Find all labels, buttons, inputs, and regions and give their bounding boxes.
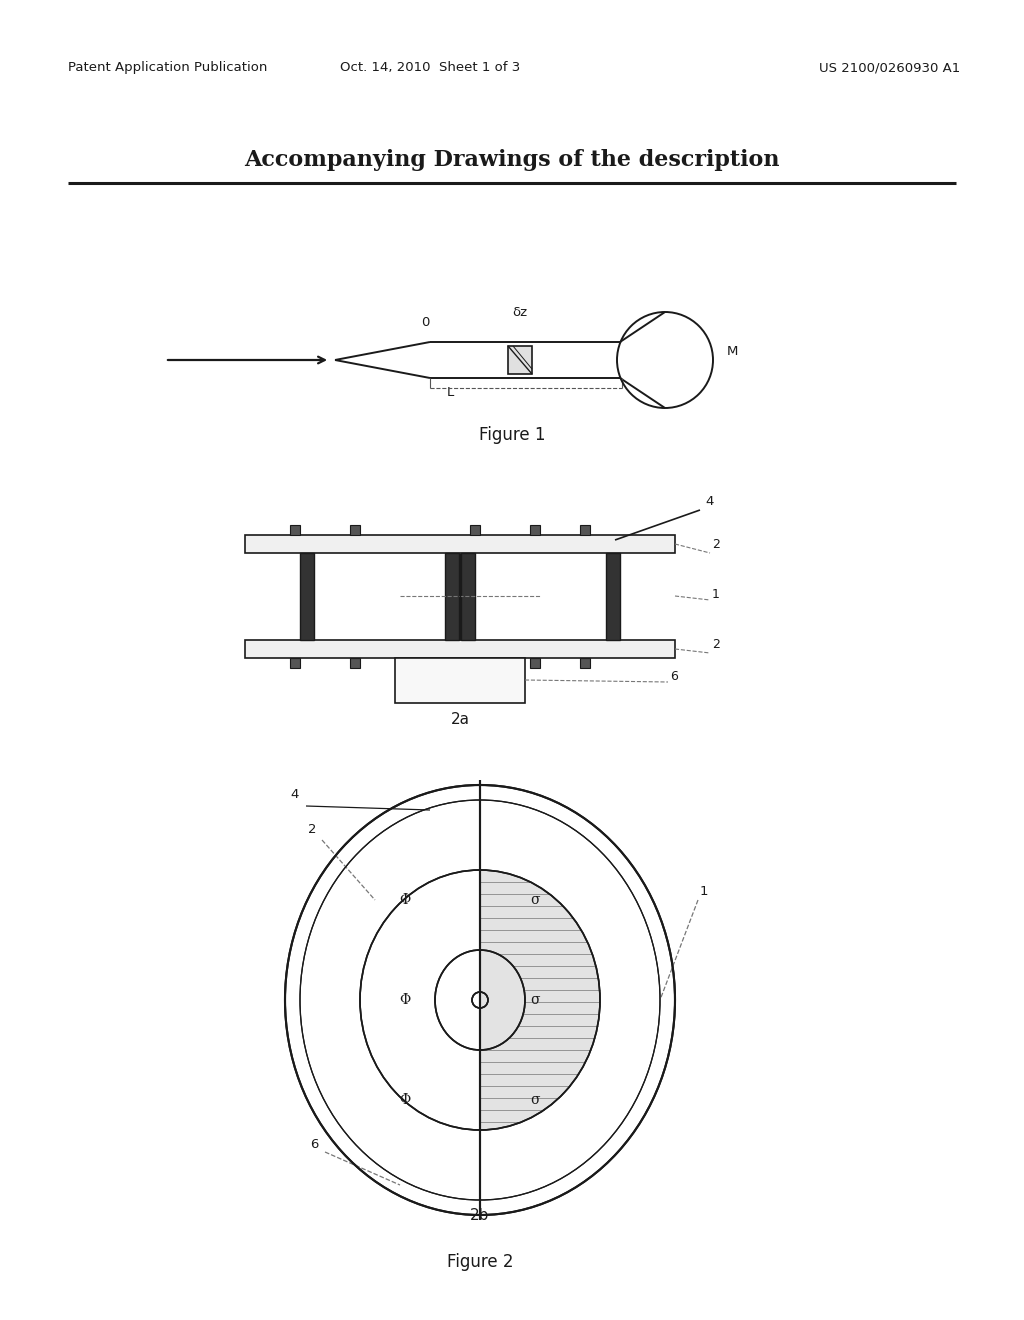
Text: 2: 2 [712,539,720,550]
Bar [300,553,314,640]
Bar [290,657,300,668]
Text: 2b: 2b [470,1208,489,1222]
PathPatch shape [480,870,600,1130]
Bar [530,657,540,668]
Bar [290,525,300,535]
Text: 2: 2 [308,822,316,836]
Text: σ: σ [530,1093,540,1107]
Bar [245,535,675,553]
Text: 1: 1 [712,587,720,601]
Text: δz: δz [512,306,527,319]
Bar [580,657,590,668]
Bar [350,525,360,535]
Bar [470,657,480,668]
Text: M: M [727,345,738,358]
Text: 0: 0 [421,315,429,329]
Text: Patent Application Publication: Patent Application Publication [68,62,267,74]
Bar [245,640,675,657]
Text: 2: 2 [712,638,720,651]
Text: σ: σ [530,894,540,907]
Bar [470,525,480,535]
Bar [508,346,532,374]
Bar [530,525,540,535]
Text: 2a: 2a [451,713,469,727]
Bar [461,553,475,640]
Text: 6: 6 [670,671,678,682]
Text: 1: 1 [700,884,709,898]
Bar [395,657,525,704]
Bar [445,553,459,640]
Bar [350,657,360,668]
Bar [580,525,590,535]
Text: L: L [446,385,454,399]
Text: US 2100/0260930 A1: US 2100/0260930 A1 [819,62,961,74]
Text: Φ: Φ [399,1093,411,1107]
Text: σ: σ [530,993,540,1007]
Text: Figure 1: Figure 1 [479,426,545,444]
Text: Figure 2: Figure 2 [446,1253,513,1271]
Text: Φ: Φ [399,993,411,1007]
Text: 6: 6 [310,1138,318,1151]
Text: 4: 4 [705,495,714,508]
Text: Accompanying Drawings of the description: Accompanying Drawings of the description [245,149,779,172]
Text: 4: 4 [290,788,298,801]
Bar [606,553,620,640]
Text: Oct. 14, 2010  Sheet 1 of 3: Oct. 14, 2010 Sheet 1 of 3 [340,62,520,74]
Text: Φ: Φ [399,894,411,907]
